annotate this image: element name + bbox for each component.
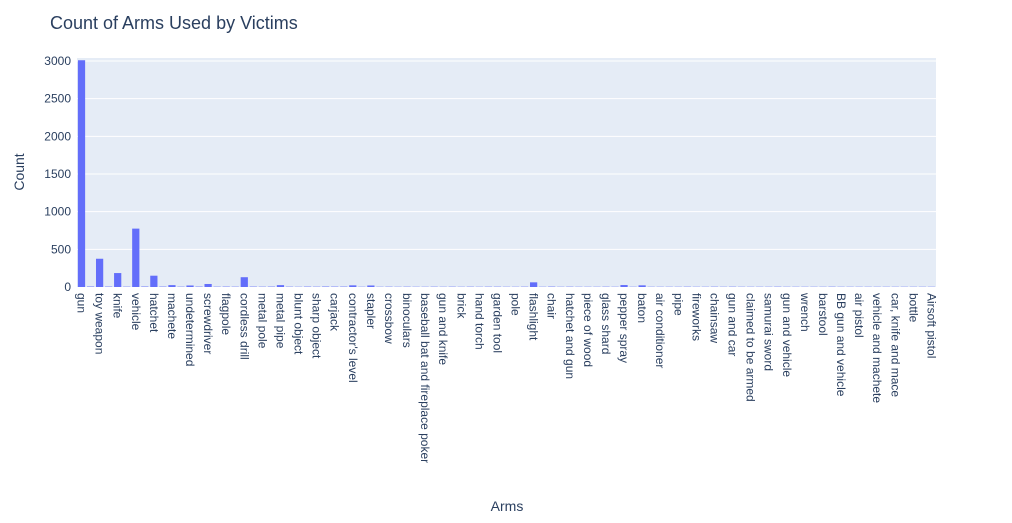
bar: vehicle: 775: [132, 228, 140, 287]
x-tick-label: carjack: [328, 293, 342, 332]
x-tick-label: machete: [165, 293, 179, 339]
x-tick-label: toy weapon: [93, 293, 107, 354]
bar: baton: 22: [638, 285, 646, 287]
x-tick-label: garden tool: [490, 293, 504, 353]
y-tick-label: 2500: [44, 92, 71, 106]
x-tick-label: claimed to be armed: [744, 293, 758, 402]
x-tick-label: contractor's level: [346, 293, 360, 383]
x-tick-label: brick: [454, 293, 468, 319]
x-tick-label: cordless drill: [237, 293, 251, 360]
x-tick-label: bottle: [906, 293, 920, 323]
chart-title: Count of Arms Used by Victims: [50, 13, 298, 33]
y-tick-labels: 0 500 1000 1500 2000 2500 3000: [44, 54, 71, 294]
x-tick-label: wrench: [798, 292, 812, 332]
bar: stapler: 20: [367, 285, 375, 287]
x-tick-label: vehicle and machete: [870, 293, 884, 403]
bars: gun: 3010unknown: 6toy weapon: 375nail g…: [77, 60, 936, 288]
x-tick-labels: gun toy weapon knife vehicle hatchet machete u…: [75, 292, 939, 463]
bar: gun: 3010: [77, 60, 86, 288]
bar: toy weapon: 375: [95, 258, 104, 287]
x-tick-label: undetermined: [183, 293, 197, 366]
x-tick-label: knife: [111, 293, 125, 319]
bar: machete: 25: [168, 285, 176, 287]
x-tick-label: air conditioner: [653, 293, 667, 368]
x-tick-label: baton: [635, 293, 649, 323]
y-tick-label: 0: [64, 280, 71, 294]
y-tick-label: 1000: [44, 205, 71, 219]
x-tick-label: gun and vehicle: [780, 293, 794, 377]
x-tick-label: BB gun and vehicle: [834, 293, 848, 397]
x-tick-label: flagpole: [219, 293, 233, 335]
x-tick-label: binoculars: [400, 293, 414, 348]
plot-area: [77, 58, 936, 287]
x-tick-label: pepper spray: [617, 293, 631, 363]
bar: flashlight: 62: [530, 282, 538, 287]
x-axis-label: Arms: [491, 498, 524, 514]
x-tick-label: gun: [75, 293, 89, 313]
x-tick-label: chainsaw: [707, 293, 721, 343]
x-tick-label: pipe: [671, 293, 685, 316]
bar: undetermined: 20: [186, 285, 194, 287]
y-tick-label: 500: [51, 242, 71, 256]
x-tick-label: fireworks: [689, 293, 703, 341]
bar: knife: 185: [114, 273, 122, 287]
x-tick-label: screwdriver: [201, 293, 215, 354]
bar: metal pipe: 25: [276, 285, 285, 287]
x-tick-label: barstool: [816, 293, 830, 336]
x-tick-label: hand torch: [472, 293, 486, 350]
x-tick-label: pole: [509, 293, 523, 316]
x-tick-label: baseball bat and fireplace poker: [418, 293, 432, 463]
bar: screwdriver: 40: [204, 283, 212, 287]
x-tick-label: samurai sword: [762, 293, 776, 371]
y-tick-label: 3000: [44, 54, 71, 68]
bar: contractor's level: 22: [349, 285, 357, 287]
x-tick-label: Airsoft pistol: [924, 293, 938, 358]
x-tick-label: glass shard: [599, 293, 613, 354]
grid-lines: [77, 60, 936, 250]
x-tick-label: stapler: [364, 293, 378, 329]
y-tick-label: 1500: [44, 167, 71, 181]
y-tick-label: 2000: [44, 129, 71, 143]
x-tick-label: gun and knife: [436, 293, 450, 365]
y-axis-label: Count: [11, 153, 27, 190]
x-tick-label: flashlight: [527, 293, 541, 341]
x-tick-label: vehicle: [129, 293, 143, 331]
x-tick-label: car, knife and mace: [888, 293, 902, 397]
x-tick-label: metal pipe: [273, 293, 287, 349]
bar: cordless drill: 130: [240, 277, 248, 287]
bar: pepper spray: 26: [620, 285, 628, 287]
x-tick-label: hatchet: [147, 293, 161, 333]
bar: hatchet: 150: [150, 275, 158, 287]
x-tick-label: crossbow: [382, 293, 396, 344]
x-tick-label: sharp object: [310, 293, 324, 359]
x-tick-label: air pistol: [852, 293, 866, 338]
x-tick-label: chair: [545, 293, 559, 319]
x-tick-label: metal pole: [255, 293, 269, 349]
x-tick-label: hatchet and gun: [563, 293, 577, 379]
x-tick-label: gun and car: [726, 293, 740, 356]
x-tick-label: blunt object: [292, 293, 306, 355]
x-tick-label: piece of wood: [581, 293, 595, 367]
